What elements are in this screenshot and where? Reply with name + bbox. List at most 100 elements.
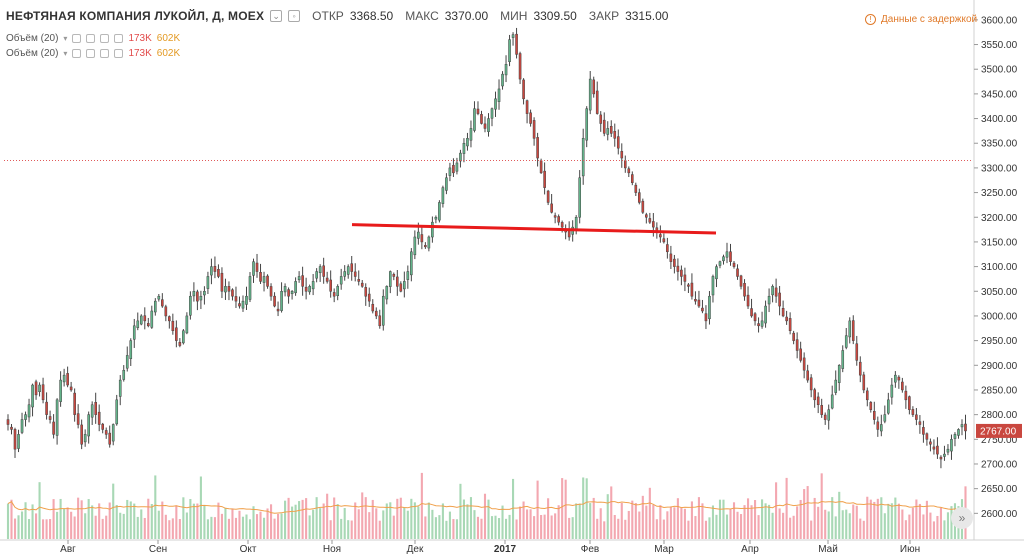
add-icon[interactable]: [100, 34, 110, 43]
volume-study-2[interactable]: Объём (20) ▾ 173K 602K: [6, 48, 180, 59]
volume-bar: [711, 505, 715, 539]
volume-bar: [876, 498, 879, 539]
close-icon[interactable]: [114, 34, 124, 43]
y-tick-label: 3250.00: [981, 188, 1018, 199]
candle-body: [532, 120, 536, 139]
candle-body: [459, 152, 462, 162]
volume-bar: [820, 473, 823, 539]
volume-bar: [333, 497, 336, 539]
volume-bar: [561, 478, 564, 539]
candle-body: [441, 187, 445, 204]
dropdown-icon[interactable]: ▾: [63, 49, 68, 58]
volume-bar: [810, 520, 813, 539]
candle-body: [511, 34, 515, 38]
volume-bar: [10, 499, 13, 539]
candle-body: [434, 217, 438, 220]
candle-body: [125, 355, 129, 369]
volume-bar: [392, 515, 395, 539]
candles: [6, 27, 967, 469]
dropdown-icon[interactable]: ⌄: [270, 10, 283, 22]
volume-bar: [382, 510, 385, 539]
volume-bar: [606, 494, 609, 539]
volume-bar: [725, 514, 729, 539]
volume-bar: [522, 501, 525, 539]
scroll-right-button[interactable]: »: [951, 507, 973, 529]
volume-bar: [866, 496, 869, 539]
candle-body: [41, 384, 45, 401]
volume-bar: [94, 515, 97, 539]
open-value: 3368.50: [349, 9, 394, 23]
candle-body: [94, 402, 97, 415]
candle-body: [290, 291, 294, 295]
candle-body: [280, 291, 283, 311]
volume-bar: [897, 503, 900, 539]
volume-bar: [326, 493, 329, 539]
candle-body: [266, 275, 269, 287]
dropdown-icon[interactable]: ▾: [63, 34, 68, 43]
volume-bar: [932, 521, 935, 539]
volume-bar: [890, 503, 893, 539]
volume-bar: [490, 516, 494, 539]
info-icon: !: [865, 14, 876, 25]
candle-body: [729, 251, 732, 262]
settings-icon[interactable]: ◦: [288, 10, 301, 22]
volume-bar: [371, 499, 374, 539]
volume-bar: [589, 503, 592, 539]
candle-body: [771, 286, 774, 296]
settings-icon[interactable]: [86, 34, 96, 43]
volume-bar: [743, 505, 746, 539]
visibility-icon[interactable]: [72, 49, 82, 58]
study-value-1: 173K: [128, 48, 152, 59]
volume-bar: [147, 498, 150, 539]
volume-bar: [676, 498, 679, 539]
volume-bar: [305, 498, 308, 539]
volume-study-1[interactable]: Объём (20) ▾ 173K 602K: [6, 33, 180, 44]
symbol-title[interactable]: НЕФТЯНАЯ КОМПАНИЯ ЛУКОЙЛ, Д, MOEX: [6, 9, 265, 23]
volume-bar: [52, 499, 55, 539]
x-tick-label: Сен: [149, 544, 167, 555]
candle-body: [936, 445, 939, 455]
close-icon[interactable]: [114, 49, 124, 58]
candle-body: [83, 434, 87, 443]
candle-body: [294, 281, 297, 294]
volume-bar: [417, 506, 420, 539]
volume-bar: [687, 520, 690, 539]
candle-body: [820, 405, 823, 415]
volume-bar: [473, 510, 476, 539]
add-icon[interactable]: [100, 49, 110, 58]
candle-body: [715, 266, 718, 280]
volume-bar: [189, 499, 192, 539]
candle-body: [641, 200, 645, 213]
candle-body: [494, 98, 497, 110]
volume-bar: [171, 518, 174, 539]
study-value-1: 173K: [128, 33, 152, 44]
candle-body: [157, 295, 161, 300]
visibility-icon[interactable]: [72, 34, 82, 43]
candle-body: [652, 221, 655, 228]
candle-body: [904, 390, 908, 401]
volume-bar: [585, 478, 588, 539]
volume-bar: [87, 499, 90, 539]
candle-body: [497, 88, 501, 102]
candle-body: [332, 292, 336, 297]
volume-bar: [438, 515, 441, 539]
study-name: Объём (20): [6, 33, 59, 44]
volume-bar: [775, 482, 778, 539]
candle-body: [315, 271, 318, 279]
candle-body: [897, 376, 901, 381]
candle-body: [10, 426, 13, 430]
settings-icon[interactable]: [86, 49, 96, 58]
trend-line[interactable]: [351, 223, 717, 235]
volume-bar: [119, 512, 122, 539]
volume-bar: [269, 504, 273, 539]
candle-body: [536, 137, 539, 159]
delay-notice[interactable]: ! Данные с задержкой: [865, 14, 977, 25]
candle-body: [146, 323, 150, 327]
volume-bar: [939, 507, 942, 539]
volume-bar: [946, 512, 950, 539]
candle-body: [231, 289, 234, 297]
candle-body: [687, 284, 690, 287]
candle-body: [287, 289, 290, 297]
volume-bar: [789, 517, 792, 539]
